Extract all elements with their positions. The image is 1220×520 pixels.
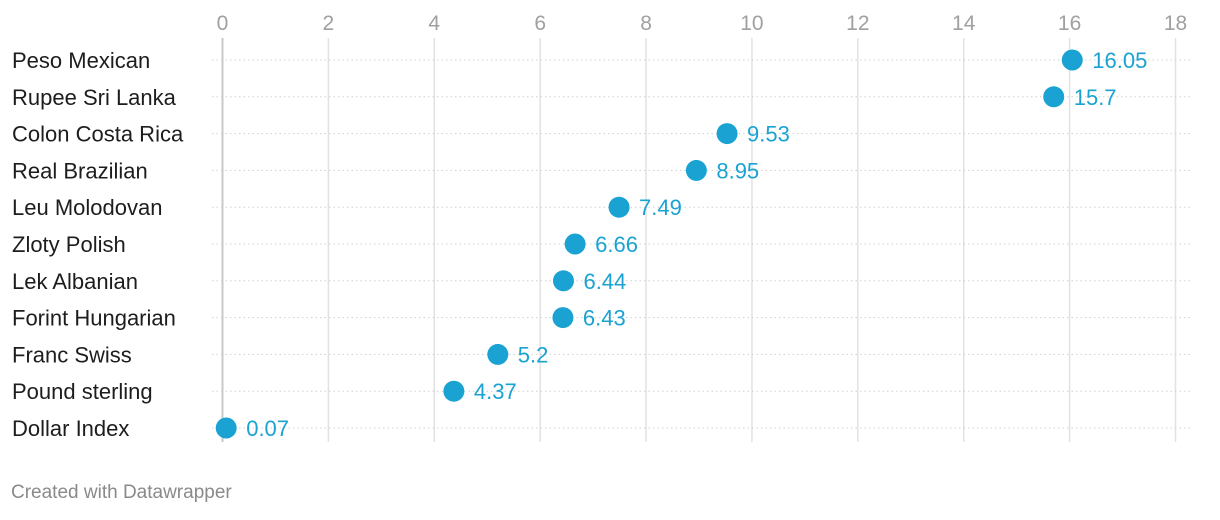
value-label: 8.95	[716, 158, 759, 183]
value-label: 5.2	[518, 342, 549, 367]
x-tick-label: 12	[846, 12, 869, 35]
x-tick-label: 4	[428, 12, 440, 35]
x-tick-label: 16	[1058, 12, 1081, 35]
data-point	[685, 159, 707, 181]
data-point	[552, 307, 574, 329]
value-label: 6.43	[583, 306, 626, 331]
value-label: 0.07	[246, 416, 289, 441]
value-label: 7.49	[639, 195, 682, 220]
data-point	[215, 417, 237, 439]
data-point	[487, 343, 509, 365]
category-label: Zloty Polish	[12, 232, 126, 257]
data-point	[552, 270, 574, 292]
grid-layer	[221, 38, 1177, 442]
value-label: 16.05	[1092, 48, 1147, 73]
value-label: 4.37	[474, 379, 517, 404]
category-label: Dollar Index	[12, 416, 129, 441]
value-label: 6.44	[583, 269, 626, 294]
x-tick-label: 10	[740, 12, 763, 35]
category-label: Forint Hungarian	[12, 306, 176, 331]
category-label: Rupee Sri Lanka	[12, 85, 177, 110]
value-label: 15.7	[1074, 85, 1117, 110]
category-label: Pound sterling	[12, 379, 153, 404]
x-tick-label: 2	[323, 12, 335, 35]
x-tick-label: 14	[952, 12, 976, 35]
category-rows: Peso Mexican 16.05 Rupee Sri Lanka 15.7 Colo…	[12, 48, 1190, 441]
x-axis-ticks: 0 2 4 6 8 10 12 14 16 18	[217, 12, 1188, 35]
data-point	[443, 380, 465, 402]
data-point	[1061, 49, 1083, 71]
data-point	[1043, 86, 1065, 108]
x-tick-label: 8	[640, 12, 652, 35]
x-tick-label: 0	[217, 12, 229, 35]
category-label: Real Brazilian	[12, 158, 148, 183]
x-tick-label: 6	[534, 12, 546, 35]
category-label: Colon Costa Rica	[12, 122, 184, 147]
category-label: Lek Albanian	[12, 269, 138, 294]
data-point	[608, 196, 630, 218]
data-point	[716, 123, 738, 145]
category-label: Franc Swiss	[12, 342, 132, 367]
category-label: Peso Mexican	[12, 48, 150, 73]
x-tick-label: 18	[1164, 12, 1187, 35]
value-label: 6.66	[595, 232, 638, 257]
footer-credit: Created with Datawrapper	[11, 482, 232, 503]
data-point	[564, 233, 586, 255]
category-label: Leu Molodovan	[12, 195, 162, 220]
value-label: 9.53	[747, 122, 790, 147]
